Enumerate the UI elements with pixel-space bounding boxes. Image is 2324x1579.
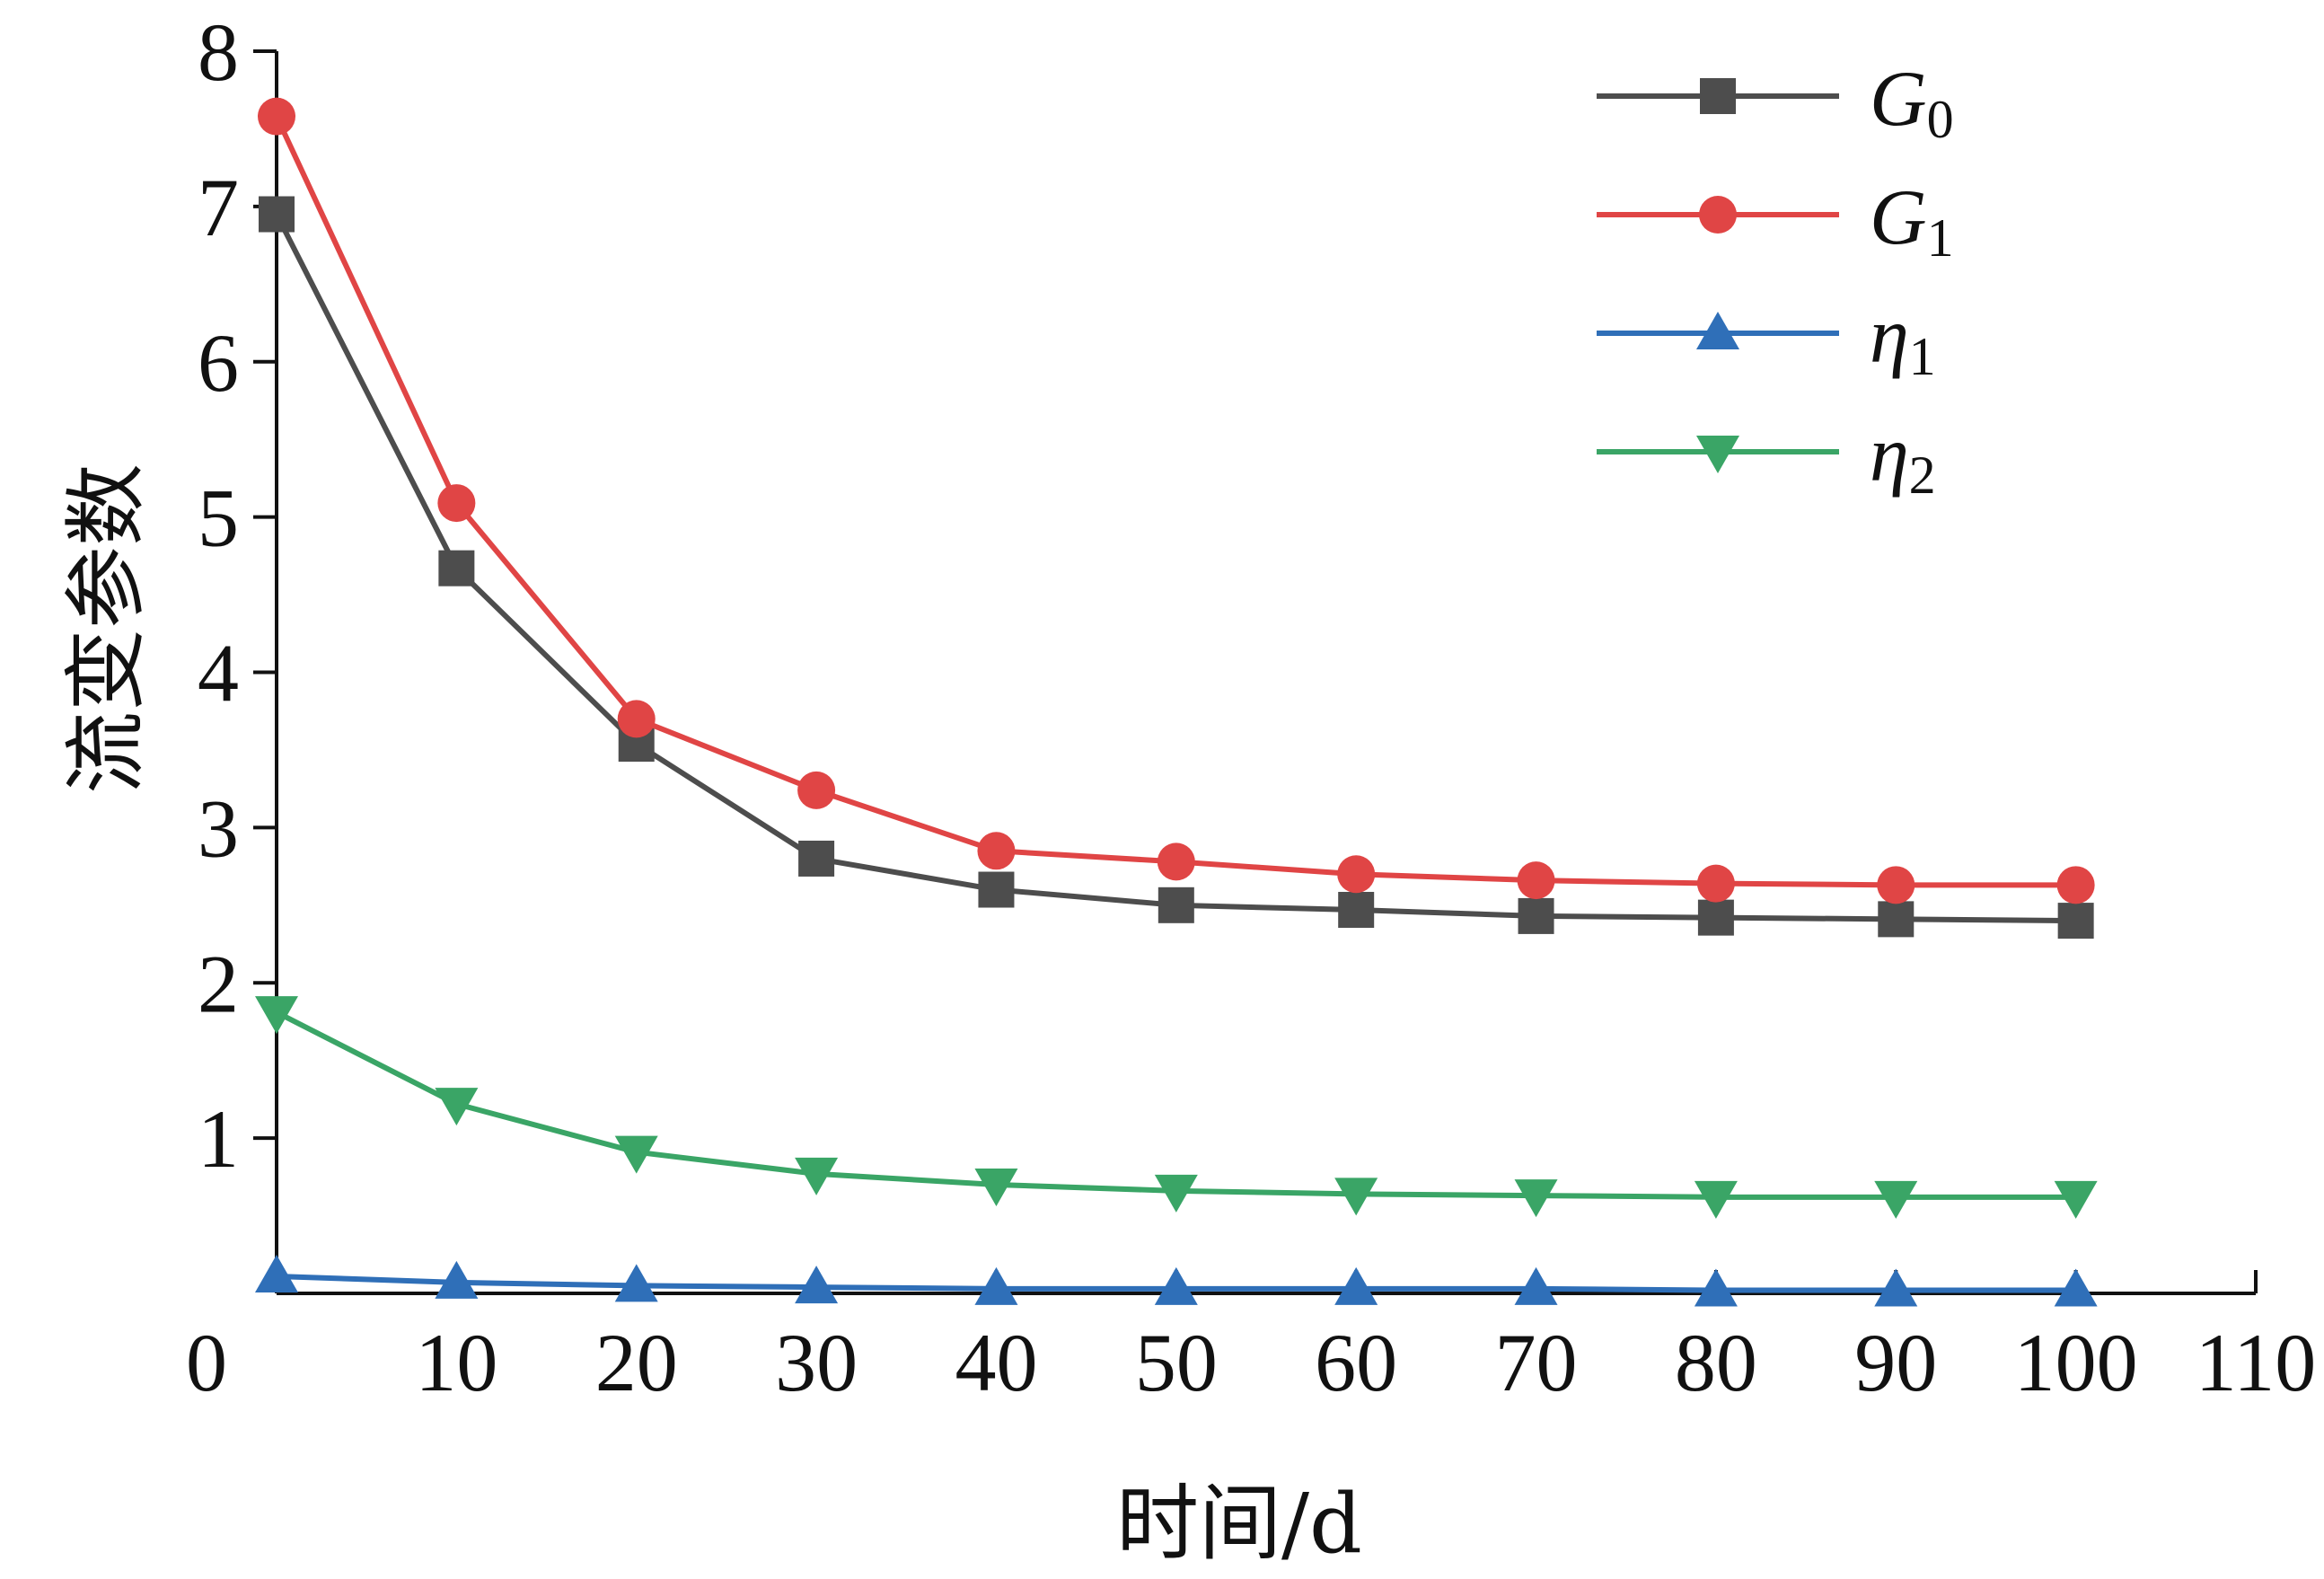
series-line <box>274 213 2076 924</box>
y-tick-label: 5 <box>198 472 239 564</box>
x-tick-label: 40 <box>955 1317 1037 1408</box>
x-tick-label: 110 <box>2196 1317 2317 1408</box>
data-point <box>1514 1179 1558 1218</box>
data-point <box>435 1088 479 1126</box>
y-tick-label: 4 <box>198 628 239 719</box>
data-point <box>1694 1180 1738 1219</box>
data-point <box>1334 1266 1378 1305</box>
series-1 <box>258 97 2095 904</box>
series-2 <box>255 1254 2098 1307</box>
legend-label: η2 <box>1870 411 1936 505</box>
data-point <box>1338 891 1375 928</box>
x-tick-label: 20 <box>595 1317 678 1408</box>
data-point <box>798 840 835 877</box>
data-point <box>617 700 656 738</box>
series-line <box>275 1010 2076 1200</box>
x-tick-label: 10 <box>415 1317 497 1408</box>
data-point <box>1696 864 1735 903</box>
data-point <box>2054 1268 2098 1307</box>
legend-entry: η2 <box>1597 411 1936 505</box>
legend-entry: G1 <box>1597 174 1954 268</box>
data-point <box>1878 901 1915 938</box>
data-point <box>1154 1266 1198 1305</box>
series-layer <box>255 97 2098 1307</box>
data-point <box>1697 899 1734 936</box>
series-3 <box>255 996 2098 1219</box>
y-tick-label: 8 <box>198 6 239 98</box>
legend-marker <box>1696 436 1739 473</box>
legend-label: η1 <box>1870 293 1936 386</box>
legend-entry: η1 <box>1597 293 1936 386</box>
data-point <box>1158 887 1194 923</box>
data-point <box>1874 1268 1918 1307</box>
axes: 0 10 20 30 40 50 60 70 80 90 100 110 1 2 3 4 5 6 7 8 <box>186 6 2316 1408</box>
data-point <box>1334 1178 1378 1216</box>
data-point <box>1517 861 1555 900</box>
y-tick-label: 6 <box>198 317 239 409</box>
data-point <box>438 550 475 587</box>
data-point <box>255 996 298 1035</box>
y-tick-label: 7 <box>198 162 239 253</box>
series-line <box>274 115 2076 888</box>
data-point <box>1877 866 1915 904</box>
legend-entry: G0 <box>1597 56 1954 149</box>
data-point <box>795 1157 839 1195</box>
data-point <box>614 1135 658 1174</box>
series-0 <box>259 196 2094 939</box>
x-tick-label: 100 <box>2014 1317 2138 1408</box>
x-tick-label: 80 <box>1675 1317 1757 1408</box>
data-point <box>437 484 476 523</box>
data-point <box>1694 1268 1738 1307</box>
data-point <box>2054 1180 2098 1219</box>
data-point <box>2056 866 2095 904</box>
data-point <box>435 1260 479 1299</box>
data-point <box>1514 1266 1558 1305</box>
data-point <box>974 1168 1018 1206</box>
y-tick-label: 1 <box>198 1093 239 1185</box>
x-tick-label: 60 <box>1315 1317 1397 1408</box>
data-point <box>255 1254 298 1292</box>
data-point <box>259 196 295 233</box>
data-point <box>1157 842 1195 881</box>
data-point <box>795 1266 839 1304</box>
data-point <box>1874 1180 1918 1219</box>
data-point <box>797 771 836 809</box>
data-point <box>258 97 295 136</box>
legend-marker <box>1700 78 1736 114</box>
y-tick-label: 2 <box>198 938 239 1029</box>
x-tick-label: 90 <box>1854 1317 1937 1408</box>
data-point <box>978 871 1015 908</box>
x-tick-label: 30 <box>775 1317 858 1408</box>
data-point <box>1337 855 1376 894</box>
legend-marker <box>1696 312 1739 349</box>
legend: G0 G1 η1 η2 <box>1597 56 1954 505</box>
legend-marker <box>1699 196 1737 234</box>
data-point <box>1518 897 1554 934</box>
legend-label: G1 <box>1870 174 1954 268</box>
y-tick-label: 3 <box>198 782 239 874</box>
y-axis-title: 流变参数 <box>58 463 154 794</box>
x-tick-label: 0 <box>186 1317 227 1408</box>
x-axis-title: 时间/d <box>1116 1476 1362 1572</box>
data-point <box>974 1266 1018 1305</box>
legend-label: G0 <box>1870 56 1954 149</box>
data-point <box>977 832 1016 870</box>
x-tick-label: 70 <box>1495 1317 1578 1408</box>
data-point <box>2057 903 2094 939</box>
data-point <box>614 1264 658 1302</box>
x-tick-label: 50 <box>1135 1317 1218 1408</box>
data-point <box>1154 1174 1198 1213</box>
